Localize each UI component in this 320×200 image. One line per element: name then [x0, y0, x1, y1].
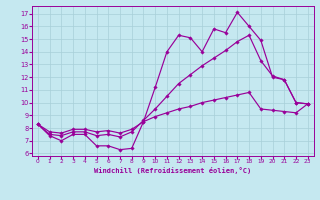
X-axis label: Windchill (Refroidissement éolien,°C): Windchill (Refroidissement éolien,°C)	[94, 167, 252, 174]
